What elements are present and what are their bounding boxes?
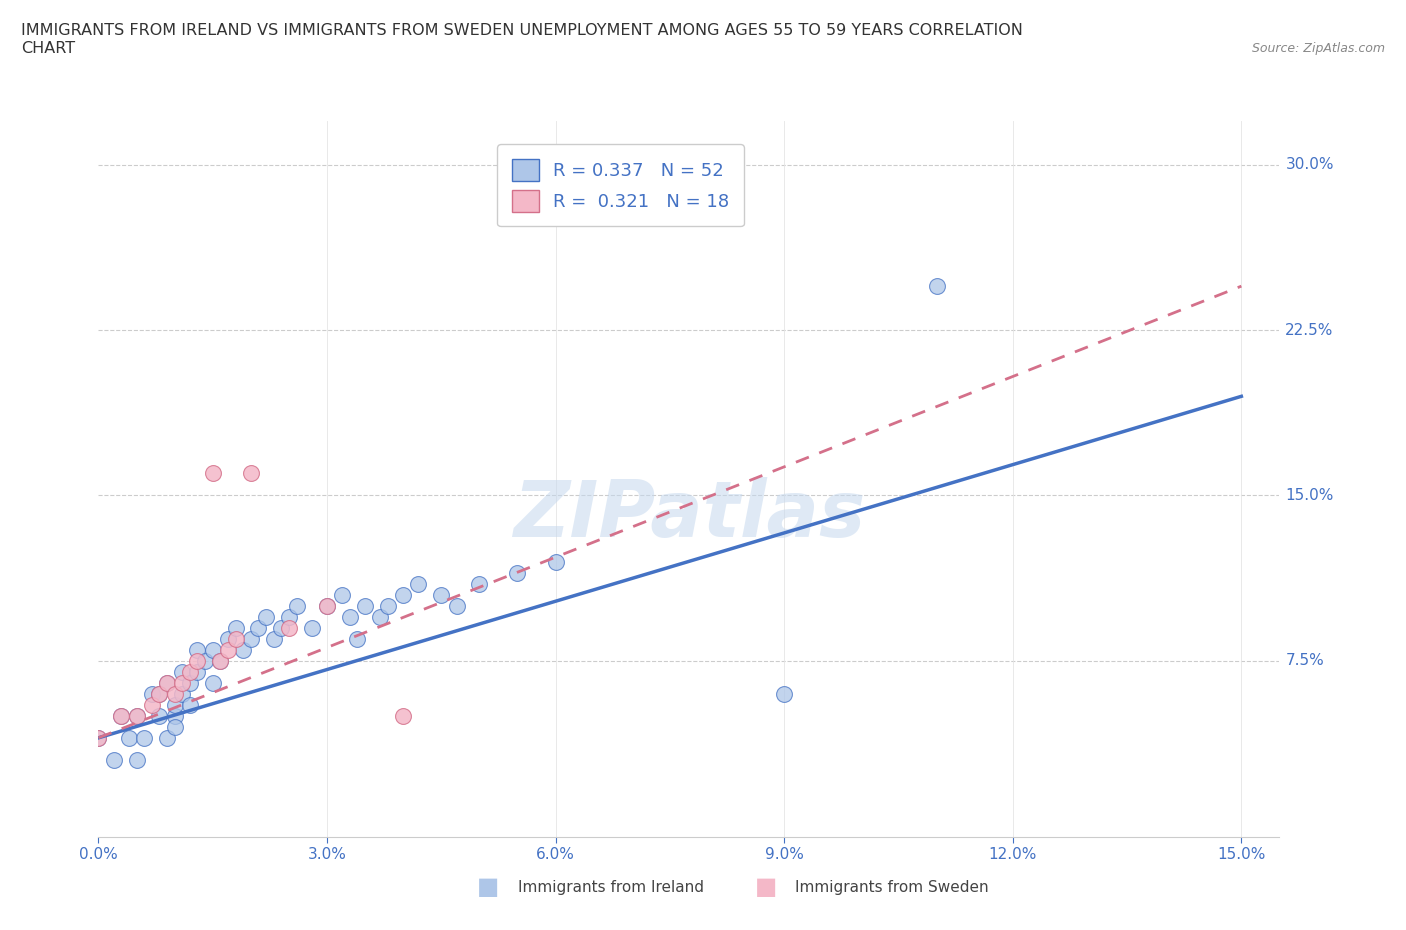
Point bbox=[118, 730, 141, 745]
Point bbox=[172, 686, 194, 701]
Text: ■: ■ bbox=[755, 875, 778, 899]
Point bbox=[172, 664, 194, 679]
Point bbox=[103, 752, 125, 767]
Point bbox=[209, 653, 232, 668]
Point bbox=[110, 709, 132, 724]
Point bbox=[186, 653, 208, 668]
Point bbox=[270, 620, 292, 635]
Point bbox=[346, 631, 368, 646]
Text: Source: ZipAtlas.com: Source: ZipAtlas.com bbox=[1251, 42, 1385, 55]
Text: Immigrants from Ireland: Immigrants from Ireland bbox=[517, 880, 703, 895]
Point bbox=[172, 675, 194, 690]
Point bbox=[163, 698, 186, 712]
Point bbox=[370, 609, 392, 624]
Point bbox=[194, 653, 217, 668]
Point bbox=[156, 675, 179, 690]
Point bbox=[408, 577, 430, 591]
Point bbox=[163, 686, 186, 701]
Point bbox=[163, 709, 186, 724]
Text: Immigrants from Sweden: Immigrants from Sweden bbox=[796, 880, 988, 895]
Point bbox=[277, 620, 299, 635]
Point bbox=[156, 675, 179, 690]
Point bbox=[87, 730, 110, 745]
Point bbox=[301, 620, 323, 635]
Point bbox=[430, 587, 453, 602]
Point bbox=[134, 730, 156, 745]
Point bbox=[377, 598, 399, 613]
Point bbox=[254, 609, 277, 624]
Point bbox=[506, 565, 529, 580]
Point bbox=[179, 698, 201, 712]
Point bbox=[339, 609, 361, 624]
Text: 7.5%: 7.5% bbox=[1285, 653, 1324, 669]
Point bbox=[179, 675, 201, 690]
Point bbox=[446, 598, 468, 613]
Text: ■: ■ bbox=[477, 875, 499, 899]
Legend: R = 0.337   N = 52, R =  0.321   N = 18: R = 0.337 N = 52, R = 0.321 N = 18 bbox=[498, 144, 744, 226]
Point bbox=[285, 598, 308, 613]
Point bbox=[217, 643, 239, 658]
Text: ZIPatlas: ZIPatlas bbox=[513, 477, 865, 552]
Point bbox=[392, 709, 415, 724]
Point bbox=[773, 686, 796, 701]
Point bbox=[209, 653, 232, 668]
Point bbox=[125, 709, 148, 724]
Point bbox=[156, 730, 179, 745]
Point bbox=[179, 664, 201, 679]
Text: 22.5%: 22.5% bbox=[1285, 323, 1334, 338]
Point bbox=[925, 279, 948, 294]
Point bbox=[141, 686, 163, 701]
Point bbox=[148, 686, 170, 701]
Point bbox=[125, 709, 148, 724]
Point bbox=[239, 466, 262, 481]
Point bbox=[148, 709, 170, 724]
Point bbox=[201, 675, 224, 690]
Point bbox=[148, 686, 170, 701]
Point bbox=[186, 664, 208, 679]
Point bbox=[87, 730, 110, 745]
Point bbox=[316, 598, 339, 613]
Point bbox=[186, 643, 208, 658]
Point bbox=[141, 698, 163, 712]
Point bbox=[225, 620, 247, 635]
Point bbox=[468, 577, 491, 591]
Point bbox=[330, 587, 353, 602]
Point bbox=[201, 466, 224, 481]
Point bbox=[277, 609, 299, 624]
Point bbox=[217, 631, 239, 646]
Point bbox=[247, 620, 270, 635]
Point bbox=[125, 752, 148, 767]
Point bbox=[263, 631, 285, 646]
Point bbox=[110, 709, 132, 724]
Text: 30.0%: 30.0% bbox=[1285, 157, 1334, 172]
Text: 15.0%: 15.0% bbox=[1285, 488, 1334, 503]
Point bbox=[201, 643, 224, 658]
Point bbox=[544, 554, 567, 569]
Point bbox=[316, 598, 339, 613]
Text: IMMIGRANTS FROM IRELAND VS IMMIGRANTS FROM SWEDEN UNEMPLOYMENT AMONG AGES 55 TO : IMMIGRANTS FROM IRELAND VS IMMIGRANTS FR… bbox=[21, 23, 1024, 56]
Point bbox=[239, 631, 262, 646]
Point bbox=[354, 598, 377, 613]
Point bbox=[392, 587, 415, 602]
Point bbox=[163, 720, 186, 735]
Point bbox=[232, 643, 254, 658]
Point bbox=[225, 631, 247, 646]
